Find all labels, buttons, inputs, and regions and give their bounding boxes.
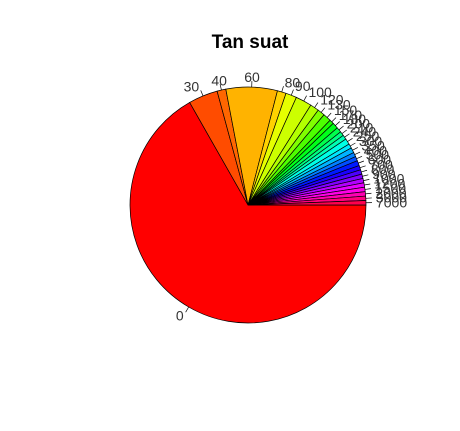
leader-line-500 — [356, 155, 363, 159]
leader-line-100 — [303, 95, 307, 102]
slice-label-800: 800 — [371, 161, 395, 177]
leader-line-250 — [347, 138, 353, 142]
slice-label-80: 80 — [285, 74, 301, 90]
slice-label-210: 210 — [350, 120, 374, 136]
pie-slice-0 — [129, 101, 367, 324]
slice-label-350: 350 — [361, 138, 385, 154]
leader-line-200 — [338, 125, 344, 131]
slice-label-250: 250 — [356, 128, 380, 144]
leader-line-350 — [352, 147, 359, 151]
slice-label-60: 60 — [244, 69, 260, 85]
leader-line-90 — [290, 89, 294, 96]
slice-label-40: 40 — [211, 72, 227, 88]
slice-label-200: 200 — [347, 115, 371, 131]
slice-label-120: 120 — [320, 91, 344, 107]
leader-line-30 — [200, 90, 204, 97]
slice-label-7000: 7000 — [376, 195, 407, 211]
slice-label-1000: 1000 — [373, 171, 404, 187]
chart-title: Tan suat — [212, 32, 289, 53]
leader-line-1200 — [364, 183, 371, 186]
slice-label-100: 100 — [308, 84, 332, 100]
leader-line-170 — [331, 117, 337, 123]
leader-line-150 — [326, 112, 332, 118]
leader-line-130 — [320, 107, 326, 113]
slice-label-500: 500 — [366, 147, 390, 163]
leader-line-180 — [335, 121, 340, 126]
slice-label-700: 700 — [369, 157, 393, 173]
leader-line-400 — [354, 151, 361, 155]
slice-label-300: 300 — [359, 133, 383, 149]
leader-line-700 — [359, 165, 366, 169]
leader-line-0 — [185, 306, 189, 313]
slice-label-150: 150 — [334, 102, 358, 118]
slice-label-1500: 1500 — [375, 180, 406, 196]
slice-label-170: 170 — [339, 107, 363, 123]
leader-line-900 — [362, 174, 369, 177]
slice-label-90: 90 — [295, 78, 311, 94]
leader-line-800 — [361, 169, 368, 173]
slice-label-1200: 1200 — [374, 175, 405, 191]
leader-line-40 — [219, 84, 222, 91]
leader-line-2000 — [365, 192, 372, 195]
leader-line-210 — [341, 129, 347, 134]
leader-line-80 — [281, 86, 284, 93]
slice-label-3000: 3000 — [376, 190, 407, 206]
slice-label-240: 240 — [353, 123, 377, 139]
slice-label-2000: 2000 — [375, 185, 406, 201]
slice-label-0: 0 — [176, 308, 184, 324]
leader-line-1000 — [363, 179, 370, 181]
leader-line-300 — [350, 142, 356, 147]
slice-label-180: 180 — [343, 111, 367, 127]
slice-label-900: 900 — [372, 166, 396, 182]
pie-slices — [129, 86, 367, 324]
leader-line-240 — [344, 133, 350, 138]
slice-label-400: 400 — [364, 142, 388, 158]
leader-line-600 — [358, 160, 365, 164]
pie-labels: 0 30 40 60 809010012013015017018020021024025… — [176, 69, 407, 324]
slice-label-600: 600 — [368, 152, 392, 168]
slice-label-130: 130 — [327, 97, 351, 113]
leader-line-120 — [314, 102, 319, 108]
leader-line-1500 — [364, 188, 371, 190]
slice-label-30: 30 — [184, 79, 200, 95]
